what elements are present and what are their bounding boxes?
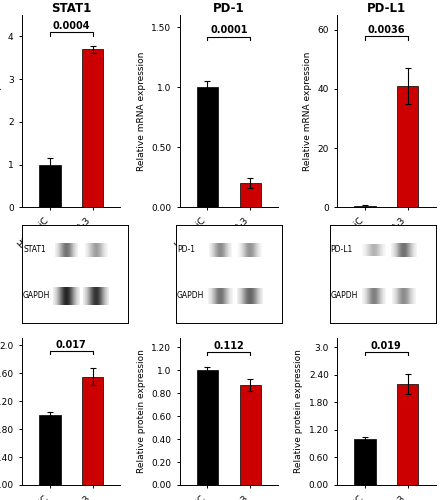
Title: STAT1: STAT1 xyxy=(51,2,92,15)
Text: GAPDH: GAPDH xyxy=(177,292,204,300)
Bar xyxy=(197,87,218,208)
Text: PD-L1: PD-L1 xyxy=(330,246,353,254)
Bar xyxy=(239,184,261,208)
Bar xyxy=(354,206,376,208)
Bar xyxy=(239,385,261,485)
Text: GAPDH: GAPDH xyxy=(330,292,358,300)
Text: 0.0036: 0.0036 xyxy=(367,24,405,34)
Text: 0.112: 0.112 xyxy=(213,341,244,351)
Y-axis label: Relative mRNA expression: Relative mRNA expression xyxy=(136,52,146,171)
Text: PD-1: PD-1 xyxy=(177,246,195,254)
Title: PD-L1: PD-L1 xyxy=(367,2,406,15)
Y-axis label: Relative protein expression: Relative protein expression xyxy=(294,350,303,474)
Bar xyxy=(82,49,103,207)
Bar xyxy=(82,376,103,485)
Title: PD-1: PD-1 xyxy=(213,2,245,15)
Bar xyxy=(39,415,61,485)
Bar xyxy=(397,384,418,485)
Text: STAT1: STAT1 xyxy=(23,246,46,254)
Bar xyxy=(397,86,418,208)
Text: GAPDH: GAPDH xyxy=(23,292,51,300)
Text: 0.0004: 0.0004 xyxy=(52,21,90,31)
Bar xyxy=(197,370,218,485)
Bar xyxy=(354,439,376,485)
Y-axis label: Relative protein expression: Relative protein expression xyxy=(136,350,146,474)
Text: 0.0001: 0.0001 xyxy=(210,26,248,36)
Text: 0.019: 0.019 xyxy=(371,341,402,351)
Y-axis label: Relative mRNA expression: Relative mRNA expression xyxy=(0,52,2,171)
Text: 0.017: 0.017 xyxy=(56,340,87,350)
Y-axis label: Relative mRNA expression: Relative mRNA expression xyxy=(303,52,312,171)
Bar xyxy=(39,164,61,208)
